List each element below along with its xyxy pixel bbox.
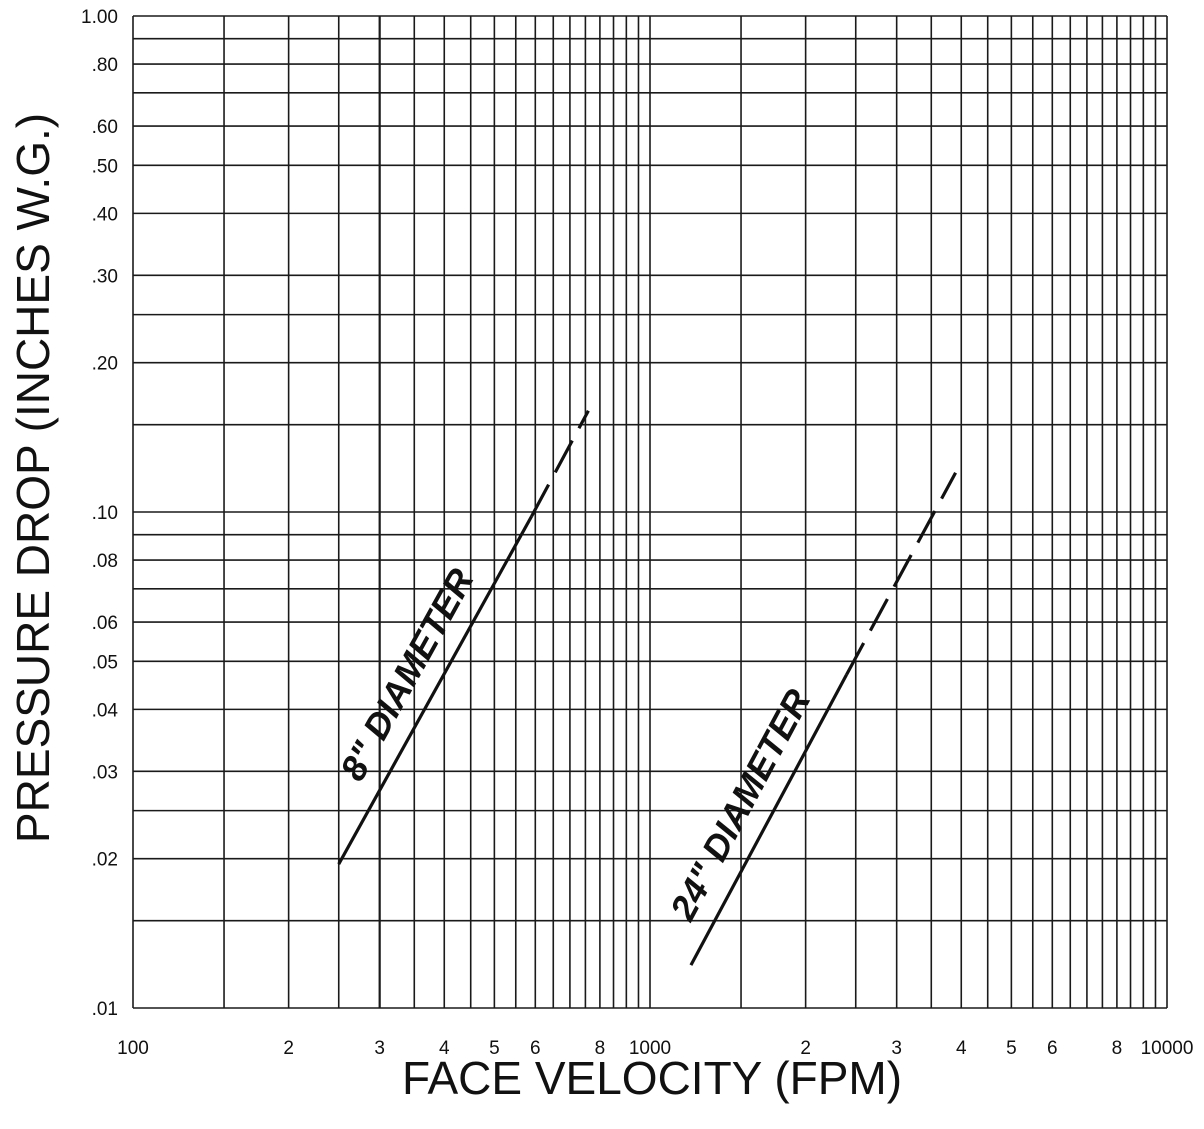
x-tick-label: 8	[595, 1038, 606, 1059]
y-tick-label: 1.00	[81, 7, 118, 28]
x-tick-label: 2	[800, 1038, 811, 1059]
x-axis-title: FACE VELOCITY (FPM)	[402, 1052, 902, 1104]
y-tick-label: .06	[92, 613, 118, 634]
x-tick-label: 1000	[629, 1038, 671, 1059]
x-tick-label: 6	[530, 1038, 541, 1059]
series-24in-solid-line	[689, 673, 848, 966]
x-tick-label: 5	[1006, 1038, 1017, 1059]
x-tick-label: 100	[117, 1038, 149, 1059]
y-axis-title: PRESSURE DROP (INCHES W.G.)	[7, 113, 59, 843]
y-tick-label: .30	[92, 266, 118, 287]
y-tick-label: .03	[92, 762, 118, 783]
series-8in-label: 8" DIAMETER	[332, 562, 482, 787]
x-tick-label: 6	[1047, 1038, 1058, 1059]
x-tick-label: 4	[956, 1038, 967, 1059]
series-24in-dashed-line	[845, 471, 957, 676]
grid	[132, 15, 1168, 1009]
x-tick-label: 8	[1112, 1038, 1123, 1059]
y-tick-label: .04	[92, 700, 119, 721]
x-tick-label: 3	[374, 1038, 385, 1059]
y-tick-label: .40	[92, 204, 118, 225]
series-24in-label: 24" DIAMETER	[661, 682, 818, 927]
y-tick-label: .01	[92, 999, 118, 1020]
y-tick-label: .02	[92, 850, 118, 871]
x-tick-label: 3	[891, 1038, 902, 1059]
y-tick-label: .50	[92, 156, 118, 177]
y-tick-label: .60	[92, 117, 118, 138]
series-8in-dashed-line	[530, 409, 590, 518]
x-tick-label: 4	[439, 1038, 450, 1059]
y-tick-label: .80	[92, 55, 118, 76]
y-tick-label: .08	[92, 551, 118, 572]
x-tick-labels: 100 2 3 4 5 6 8 1000 2 3 4 5 6 8 10000	[117, 1038, 1193, 1059]
x-tick-label: 5	[489, 1038, 500, 1059]
series-8in-solid-line	[337, 515, 533, 865]
x-tick-label: 10000	[1141, 1038, 1194, 1059]
y-tick-label: .20	[92, 354, 118, 375]
series-lines	[337, 409, 957, 966]
x-tick-label: 2	[283, 1038, 294, 1059]
y-tick-label: .05	[92, 652, 118, 673]
y-tick-label: .10	[92, 503, 118, 524]
y-tick-labels: .01 .02 .03 .04 .05 .06 .08 .10 .20 .30 .40 .50 .60.…	[81, 7, 118, 1020]
